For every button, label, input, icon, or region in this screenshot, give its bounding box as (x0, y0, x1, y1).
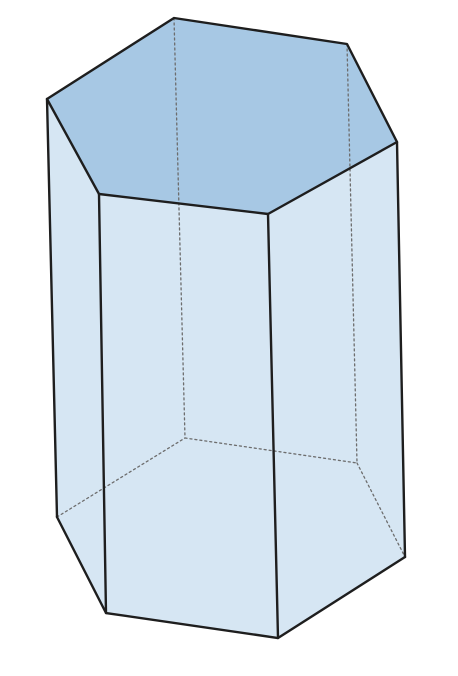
hidden-edge-bottom-2 (184, 437, 358, 464)
visible-edges (45, 16, 407, 640)
hidden-edges (56, 17, 406, 558)
bottom-visible-outline (55, 515, 407, 640)
hidden-edge-bottom-3 (356, 462, 406, 558)
front-right-vertical-edge (266, 212, 280, 640)
hidden-edge-bottom-1 (56, 437, 186, 518)
prism-top-face (47, 18, 397, 214)
prism-right-face (268, 142, 405, 638)
hidden-edge-back-right-vertical (346, 43, 358, 464)
left-vertical-edge (45, 97, 59, 519)
front-left-vertical-edge (97, 192, 108, 615)
prism-left-face (47, 99, 106, 613)
hidden-edge-back-left-vertical (173, 17, 186, 439)
prism-front-face (99, 194, 278, 638)
right-vertical-edge (395, 140, 407, 559)
